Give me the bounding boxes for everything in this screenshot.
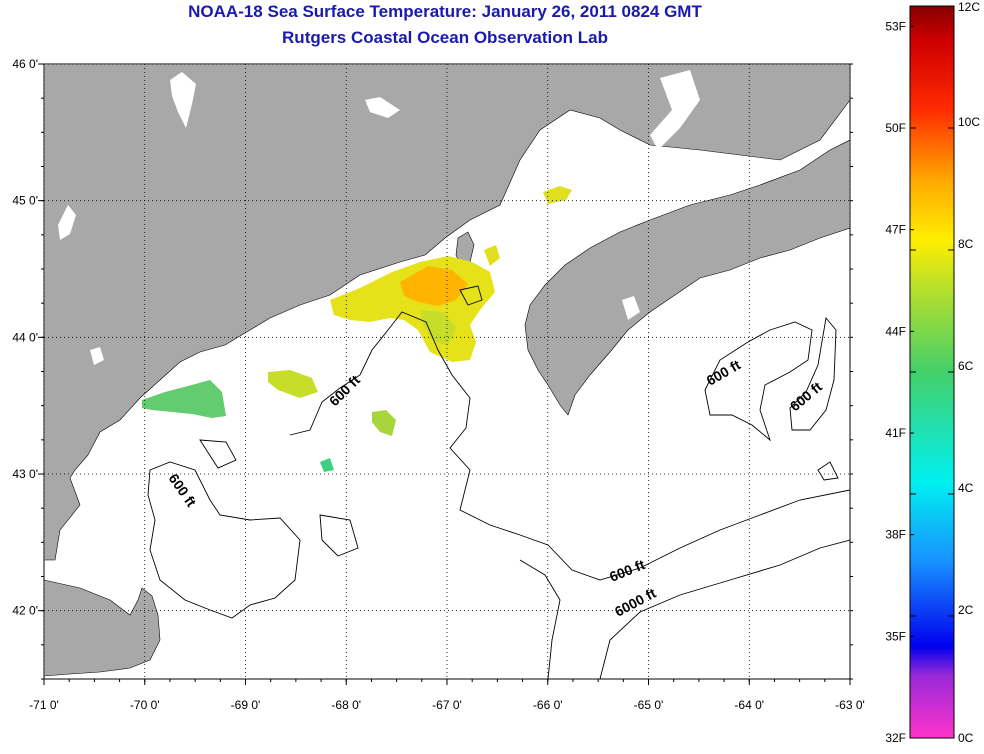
depth-contours: [147, 285, 850, 679]
lake: [58, 205, 76, 240]
lon-tick-label: -69 0': [231, 698, 261, 712]
map-title: NOAA-18 Sea Surface Temperature: January…: [188, 2, 702, 21]
colorbar-fahrenheit-label: 53F: [885, 19, 906, 33]
land-cape-cod: [44, 579, 161, 677]
land-nova-scotia: [524, 139, 850, 416]
lake: [650, 70, 700, 150]
lon-tick-label: -64 0': [734, 698, 764, 712]
lake: [622, 296, 640, 320]
lat-tick-label: 43 0': [12, 467, 38, 481]
lake: [170, 72, 196, 128]
lake: [365, 97, 400, 118]
lon-tick-label: -68 0': [331, 698, 361, 712]
lon-tick-label: -66 0': [533, 698, 563, 712]
colorbar-labels: 12C 10C 8C 6C 4C 2C 0C 53F 50F 47F 44F 41F 38F 35F 32F: [885, 0, 980, 745]
colorbar-celsius-label: 8C: [958, 237, 974, 251]
axis-ticks: -71 0' -70 0' -69 0' -68 0' -67 0' -66 0' -65 …: [12, 57, 864, 712]
colorbar-celsius-label: 0C: [958, 731, 974, 745]
lon-tick-label: -63 0': [835, 698, 865, 712]
colorbar-fahrenheit-label: 41F: [885, 426, 906, 440]
colorbar-celsius-label: 6C: [958, 359, 974, 373]
lat-tick-label: 42 0': [12, 604, 38, 618]
map-subtitle: Rutgers Coastal Ocean Observation Lab: [282, 28, 608, 47]
colorbar-fahrenheit-label: 35F: [885, 629, 906, 643]
colorbar-fahrenheit-label: 32F: [885, 731, 906, 745]
colorbar: [909, 5, 955, 739]
colorbar-celsius-label: 10C: [958, 115, 980, 129]
sst-patches: [142, 186, 572, 472]
lake: [90, 347, 104, 365]
lat-tick-label: 44 0': [12, 330, 38, 344]
graticule: [44, 64, 850, 679]
colorbar-celsius-label: 2C: [958, 603, 974, 617]
colorbar-celsius-label: 4C: [958, 481, 974, 495]
colorbar-fahrenheit-label: 50F: [885, 121, 906, 135]
lon-tick-label: -67 0': [432, 698, 462, 712]
lon-tick-label: -65 0': [634, 698, 664, 712]
colorbar-celsius-label: 12C: [958, 0, 980, 14]
colorbar-fahrenheit-label: 38F: [885, 528, 906, 542]
lat-tick-label: 46 0': [12, 57, 38, 71]
lon-tick-label: -71 0': [29, 698, 59, 712]
colorbar-fahrenheit-label: 44F: [885, 324, 906, 338]
colorbar-fahrenheit-label: 47F: [885, 223, 906, 237]
lon-tick-label: -70 0': [130, 698, 160, 712]
lat-tick-label: 45 0': [12, 194, 38, 208]
